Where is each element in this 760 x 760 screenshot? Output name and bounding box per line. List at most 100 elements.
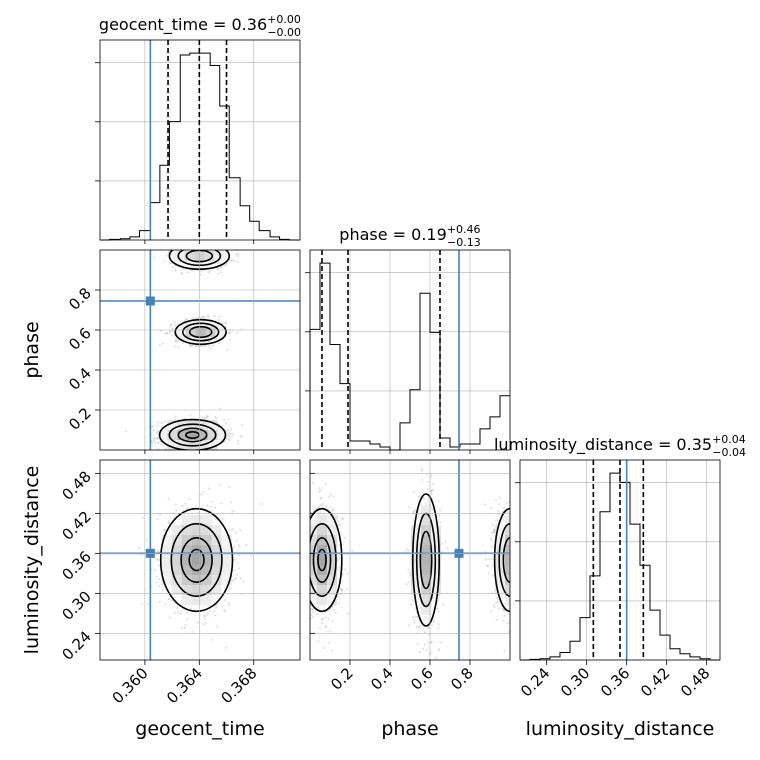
sample-point bbox=[329, 493, 332, 496]
sample-point bbox=[302, 535, 304, 537]
sample-point bbox=[418, 626, 421, 629]
sample-point bbox=[518, 544, 520, 546]
sample-point bbox=[307, 551, 309, 553]
sample-point bbox=[303, 524, 305, 526]
sample-point bbox=[231, 511, 234, 514]
sample-point bbox=[527, 563, 529, 565]
density-panel-phase-luminosity_distance bbox=[288, 458, 529, 660]
sample-point bbox=[514, 575, 516, 577]
sample-point bbox=[201, 416, 204, 419]
sample-point bbox=[441, 550, 444, 553]
sample-point bbox=[306, 558, 308, 560]
sample-point bbox=[225, 421, 228, 424]
sample-point bbox=[513, 576, 515, 578]
sample-point bbox=[343, 536, 346, 539]
sample-point bbox=[321, 618, 324, 621]
sample-point bbox=[341, 572, 344, 575]
sample-point bbox=[215, 606, 218, 609]
sample-point bbox=[513, 599, 515, 601]
sample-point bbox=[237, 252, 240, 255]
sample-point bbox=[305, 601, 307, 603]
sample-point bbox=[202, 490, 205, 493]
sample-point bbox=[522, 524, 524, 526]
sample-point bbox=[236, 549, 239, 552]
sample-point bbox=[174, 269, 177, 272]
sample-point bbox=[153, 437, 156, 440]
sample-point bbox=[215, 417, 218, 420]
sample-point bbox=[436, 607, 439, 610]
sample-point bbox=[206, 248, 208, 250]
sample-point bbox=[153, 441, 156, 444]
sample-point bbox=[505, 502, 508, 505]
sample-point bbox=[155, 575, 158, 578]
sample-point bbox=[158, 585, 161, 588]
sample-point bbox=[341, 588, 344, 591]
sample-point bbox=[201, 246, 203, 248]
sample-point bbox=[162, 529, 165, 532]
sample-point bbox=[231, 528, 234, 531]
sample-point bbox=[170, 322, 173, 325]
sample-point bbox=[510, 550, 512, 552]
sample-point bbox=[169, 261, 172, 264]
sample-point bbox=[331, 649, 334, 652]
sample-point bbox=[195, 451, 197, 453]
sample-point bbox=[173, 345, 176, 348]
sample-point bbox=[217, 267, 220, 270]
sample-point bbox=[180, 627, 183, 630]
sample-point bbox=[173, 602, 176, 605]
sample-point bbox=[514, 572, 516, 574]
sample-point bbox=[513, 553, 515, 555]
sample-point bbox=[207, 454, 209, 456]
sample-point bbox=[412, 510, 415, 513]
sample-point bbox=[301, 537, 303, 539]
sample-point bbox=[203, 615, 206, 618]
contour-line bbox=[188, 548, 205, 572]
sample-point bbox=[224, 321, 227, 324]
sample-point bbox=[193, 247, 195, 249]
sample-point bbox=[306, 570, 308, 572]
sample-point bbox=[204, 622, 207, 625]
sample-point bbox=[191, 630, 194, 633]
sample-point bbox=[173, 321, 176, 324]
sample-point bbox=[522, 593, 524, 595]
sample-point bbox=[292, 527, 294, 529]
sample-point bbox=[304, 512, 306, 514]
sample-point bbox=[301, 577, 303, 579]
sample-point bbox=[207, 271, 210, 274]
sample-point bbox=[513, 542, 515, 544]
sample-point bbox=[217, 318, 220, 321]
sample-point bbox=[288, 583, 290, 585]
sample-point bbox=[155, 581, 158, 584]
sample-point bbox=[228, 438, 231, 441]
sample-point bbox=[437, 500, 440, 503]
sample-point bbox=[521, 531, 523, 533]
sample-point bbox=[213, 245, 215, 247]
sample-point bbox=[412, 616, 415, 619]
sample-point bbox=[304, 560, 306, 562]
sample-point bbox=[308, 544, 310, 546]
sample-point bbox=[324, 625, 327, 628]
sample-point bbox=[231, 579, 234, 582]
sample-point bbox=[238, 545, 241, 548]
sample-point bbox=[171, 327, 174, 330]
sample-point bbox=[430, 490, 433, 493]
sample-point bbox=[511, 560, 513, 562]
sample-point bbox=[168, 598, 171, 601]
sample-point bbox=[517, 548, 519, 550]
sample-point bbox=[304, 565, 306, 567]
sample-point bbox=[215, 604, 218, 607]
sample-point bbox=[302, 575, 304, 577]
sample-point bbox=[230, 435, 233, 438]
sample-point bbox=[304, 560, 306, 562]
panel-frame bbox=[99, 459, 301, 661]
sample-point bbox=[212, 243, 214, 245]
sample-point bbox=[424, 458, 426, 460]
sample-point bbox=[514, 567, 516, 569]
sample-point bbox=[185, 618, 188, 621]
sample-point bbox=[164, 603, 167, 606]
sample-point bbox=[346, 572, 349, 575]
histogram-phase bbox=[309, 262, 510, 451]
sample-point bbox=[340, 588, 343, 591]
sample-point bbox=[179, 612, 182, 615]
sample-point bbox=[303, 520, 305, 522]
